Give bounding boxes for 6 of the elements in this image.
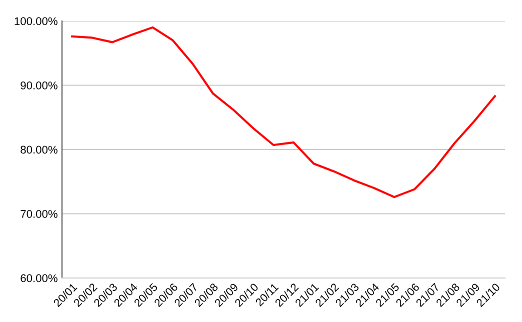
y-tick-label: 90.00%: [20, 82, 58, 90]
y-tick-label: 80.00%: [20, 146, 58, 154]
y-tick-label: 100.00%: [14, 17, 58, 26]
y-tick-label: 60.00%: [20, 274, 58, 282]
line-series: [71, 26, 496, 198]
y-tick-label: 70.00%: [20, 210, 58, 218]
